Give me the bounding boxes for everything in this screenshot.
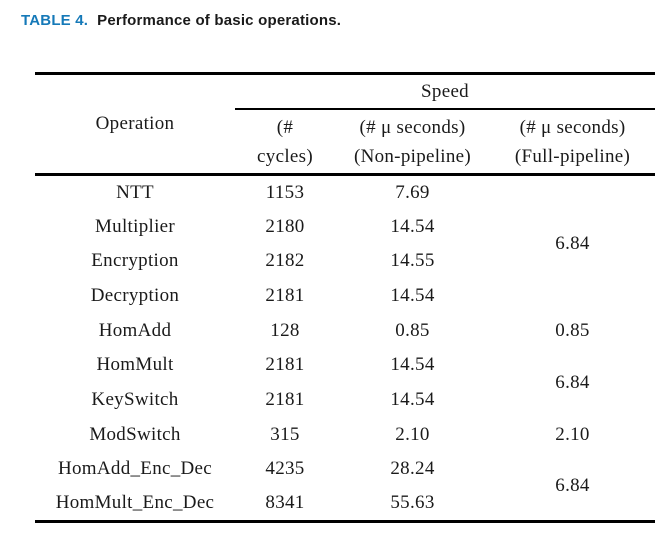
- col-header-full-pipeline: (# μ seconds) (Full-pipeline): [490, 109, 656, 176]
- col-header-cycles-line2: cycles): [257, 145, 313, 167]
- cell-cycles: 2182: [265, 250, 305, 272]
- cell-cycles: 8341: [265, 492, 305, 514]
- table-caption: TABLE 4. Performance of basic operations.: [21, 12, 341, 29]
- col-group-header-speed: Speed: [235, 73, 656, 110]
- performance-table: Operation Speed (# cycles) (# μ seconds)…: [35, 72, 656, 523]
- col-header-non-pipeline-line2: (Non-pipeline): [353, 145, 472, 167]
- cell-cycles: 2181: [265, 388, 305, 410]
- cell-non-pipeline: 14.54: [390, 215, 435, 237]
- header-row-sub: (# cycles) (# μ seconds) (Non-pipeline) …: [35, 109, 656, 176]
- table-row: Encryption 2182 14.55: [35, 244, 655, 279]
- cell-cycles: 315: [270, 423, 300, 445]
- table-caption-number: TABLE 4.: [21, 12, 89, 29]
- cell-operation: ModSwitch: [89, 423, 181, 445]
- cell-operation: Encryption: [91, 250, 179, 272]
- cell-cycles: 128: [270, 319, 300, 341]
- cell-full-pipeline-merged: 6.84: [555, 232, 590, 254]
- cell-operation: KeySwitch: [91, 388, 179, 410]
- cell-operation: HomMult: [96, 354, 174, 376]
- table-row: NTT 1153 7.69: [35, 175, 655, 210]
- cell-non-pipeline: 14.54: [390, 354, 435, 376]
- table-row: Multiplier 2180 14.54 6.84: [35, 209, 655, 254]
- cell-non-pipeline: 2.10: [395, 423, 430, 445]
- col-header-cycles-line1: (#: [276, 116, 294, 138]
- cell-full-pipeline: 2.10: [555, 423, 590, 445]
- cell-full-pipeline-merged: 6.84: [555, 371, 590, 393]
- cell-non-pipeline: 55.63: [390, 492, 435, 514]
- cell-non-pipeline: 7.69: [395, 181, 430, 203]
- table-row: KeySwitch 2181 14.54: [35, 383, 655, 418]
- cell-operation: HomAdd: [98, 319, 172, 341]
- cell-operation: NTT: [116, 181, 154, 203]
- cell-operation: HomMult_Enc_Dec: [55, 492, 215, 514]
- cell-operation: Decryption: [90, 284, 180, 306]
- cell-full-pipeline-merged: 6.84: [555, 474, 590, 496]
- table-row: Decryption 2181 14.54: [35, 279, 655, 314]
- cell-cycles: 4235: [265, 458, 305, 480]
- col-header-non-pipeline-line1: (# μ seconds): [359, 116, 466, 138]
- col-header-cycles: (# cycles): [235, 109, 335, 176]
- cell-cycles: 2181: [265, 284, 305, 306]
- cell-cycles: 2181: [265, 354, 305, 376]
- table-row: HomMult 2181 14.54 6.84: [35, 348, 655, 392]
- cell-non-pipeline: 28.24: [390, 458, 435, 480]
- table-row: HomAdd 128 0.85 0.85: [35, 313, 655, 348]
- cell-full-pipeline: [490, 279, 655, 314]
- cell-non-pipeline: 14.55: [390, 250, 435, 272]
- col-header-full-pipeline-line2: (Full-pipeline): [514, 145, 631, 167]
- cell-cycles: 2180: [265, 215, 305, 237]
- table-header: Operation Speed (# cycles) (# μ seconds)…: [35, 73, 656, 176]
- cell-cycles: 1153: [265, 181, 305, 203]
- table-row: HomMult_Enc_Dec 8341 55.63: [35, 487, 655, 522]
- col-header-non-pipeline: (# μ seconds) (Non-pipeline): [335, 109, 490, 176]
- cell-full-pipeline: 0.85: [555, 319, 590, 341]
- cell-operation: HomAdd_Enc_Dec: [57, 458, 213, 480]
- table-row: HomAdd_Enc_Dec 4235 28.24 6.84: [35, 452, 655, 496]
- table-row: ModSwitch 315 2.10 2.10: [35, 417, 655, 452]
- cell-non-pipeline: 14.54: [390, 284, 435, 306]
- header-row-group: Operation Speed: [35, 73, 656, 176]
- table-caption-title: Performance of basic operations.: [97, 12, 342, 29]
- cell-operation: Multiplier: [94, 215, 176, 237]
- cell-non-pipeline: 14.54: [390, 388, 435, 410]
- cell-full-pipeline: [490, 175, 655, 210]
- col-header-operation: Operation: [35, 73, 235, 176]
- cell-non-pipeline: 0.85: [395, 319, 430, 341]
- table-body: NTT 1153 7.69 Multiplier 2180 14.54 6.84…: [35, 175, 655, 522]
- col-header-full-pipeline-line1: (# μ seconds): [519, 116, 626, 138]
